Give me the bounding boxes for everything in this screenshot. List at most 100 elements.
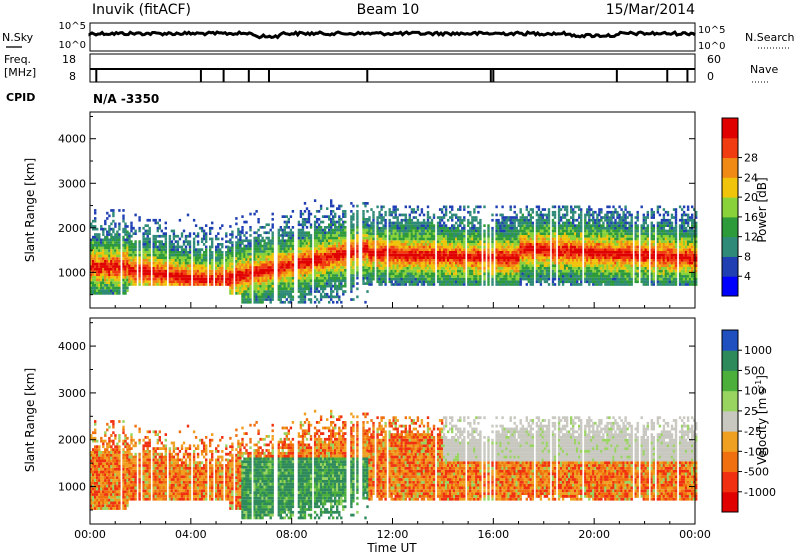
power-cell	[231, 236, 233, 239]
power-cell	[469, 270, 471, 273]
power-cell	[263, 282, 265, 285]
power-cell	[532, 246, 534, 249]
power-cell	[239, 249, 241, 252]
power-cell	[209, 230, 211, 233]
power-cell	[300, 264, 302, 267]
power-cell	[463, 248, 465, 251]
power-cell	[356, 277, 358, 280]
power-cell	[467, 219, 469, 222]
power-cell	[189, 272, 191, 275]
power-cell	[445, 214, 447, 217]
power-cell	[433, 216, 435, 219]
power-cell	[217, 246, 219, 249]
power-cell	[197, 235, 199, 238]
power-cell	[118, 209, 120, 212]
power-cell	[161, 230, 163, 233]
power-cell	[520, 264, 522, 267]
power-cell	[138, 246, 140, 249]
power-cell	[324, 274, 326, 277]
power-cell	[189, 254, 191, 257]
power-cell	[324, 296, 326, 299]
power-cell	[308, 218, 310, 221]
power-cell	[409, 206, 411, 209]
power-cell	[263, 274, 265, 277]
power-cell	[314, 199, 316, 202]
power-cell	[288, 280, 290, 283]
power-cell	[520, 251, 522, 254]
power-cell	[548, 216, 550, 219]
power-cell	[268, 231, 270, 234]
power-cell	[209, 248, 211, 251]
power-cell	[128, 238, 130, 241]
power-cell	[142, 227, 144, 230]
power-cell	[483, 248, 485, 251]
power-cell	[362, 213, 364, 216]
power-cell	[272, 290, 274, 293]
power-cell	[356, 250, 358, 253]
power-cell	[310, 269, 312, 272]
power-cell	[118, 284, 120, 287]
power-cell	[292, 245, 294, 248]
power-cell	[304, 301, 306, 304]
power-cell	[336, 296, 338, 299]
power-cell	[157, 230, 159, 233]
power-cell	[324, 285, 326, 288]
power-cell	[384, 275, 386, 278]
power-cell	[520, 275, 522, 278]
power-cell	[310, 247, 312, 250]
power-cell	[320, 298, 322, 301]
power-cell	[459, 224, 461, 227]
power-cell	[310, 258, 312, 261]
power-cell	[421, 278, 423, 281]
power-cell	[463, 232, 465, 235]
power-cell	[149, 283, 151, 286]
power-cell	[532, 235, 534, 238]
power-cell	[479, 278, 481, 281]
power-cell	[263, 242, 265, 245]
power-cell	[288, 285, 290, 288]
power-cell	[457, 243, 459, 246]
power-cell	[272, 239, 274, 242]
power-cell	[219, 227, 221, 230]
power-cell	[132, 227, 134, 230]
power-cell	[106, 244, 108, 247]
power-cell	[155, 248, 157, 251]
power-cell	[149, 227, 151, 230]
power-cell	[231, 244, 233, 247]
power-cell	[459, 216, 461, 219]
power-cell	[205, 272, 207, 275]
power-cell	[124, 292, 126, 295]
power-cell	[205, 280, 207, 283]
power-cell	[532, 216, 534, 219]
power-cell	[134, 248, 136, 251]
power-cell	[122, 217, 124, 220]
power-cell	[548, 251, 550, 254]
power-cell	[344, 250, 346, 253]
power-cell	[215, 238, 217, 241]
power-cell	[203, 256, 205, 259]
power-cell	[397, 283, 399, 286]
power-cell	[96, 244, 98, 247]
power-cell	[130, 256, 132, 259]
power-cell	[475, 216, 477, 219]
power-cell	[157, 222, 159, 225]
power-cell	[181, 232, 183, 235]
power-cell	[300, 269, 302, 272]
power-cell	[171, 240, 173, 243]
power-cell	[356, 274, 358, 277]
power-cell	[181, 235, 183, 238]
power-cell	[415, 216, 417, 219]
power-cell	[304, 223, 306, 226]
power-cell	[344, 282, 346, 285]
power-cell	[356, 237, 358, 240]
power-cell	[463, 256, 465, 259]
power-cell	[203, 278, 205, 281]
power-cell	[165, 254, 167, 257]
power-cell	[380, 283, 382, 286]
power-cell	[292, 250, 294, 253]
power-cell	[445, 235, 447, 238]
power-cell	[231, 257, 233, 260]
power-cell	[108, 231, 110, 234]
power-cell	[106, 217, 108, 220]
power-cell	[106, 239, 108, 242]
